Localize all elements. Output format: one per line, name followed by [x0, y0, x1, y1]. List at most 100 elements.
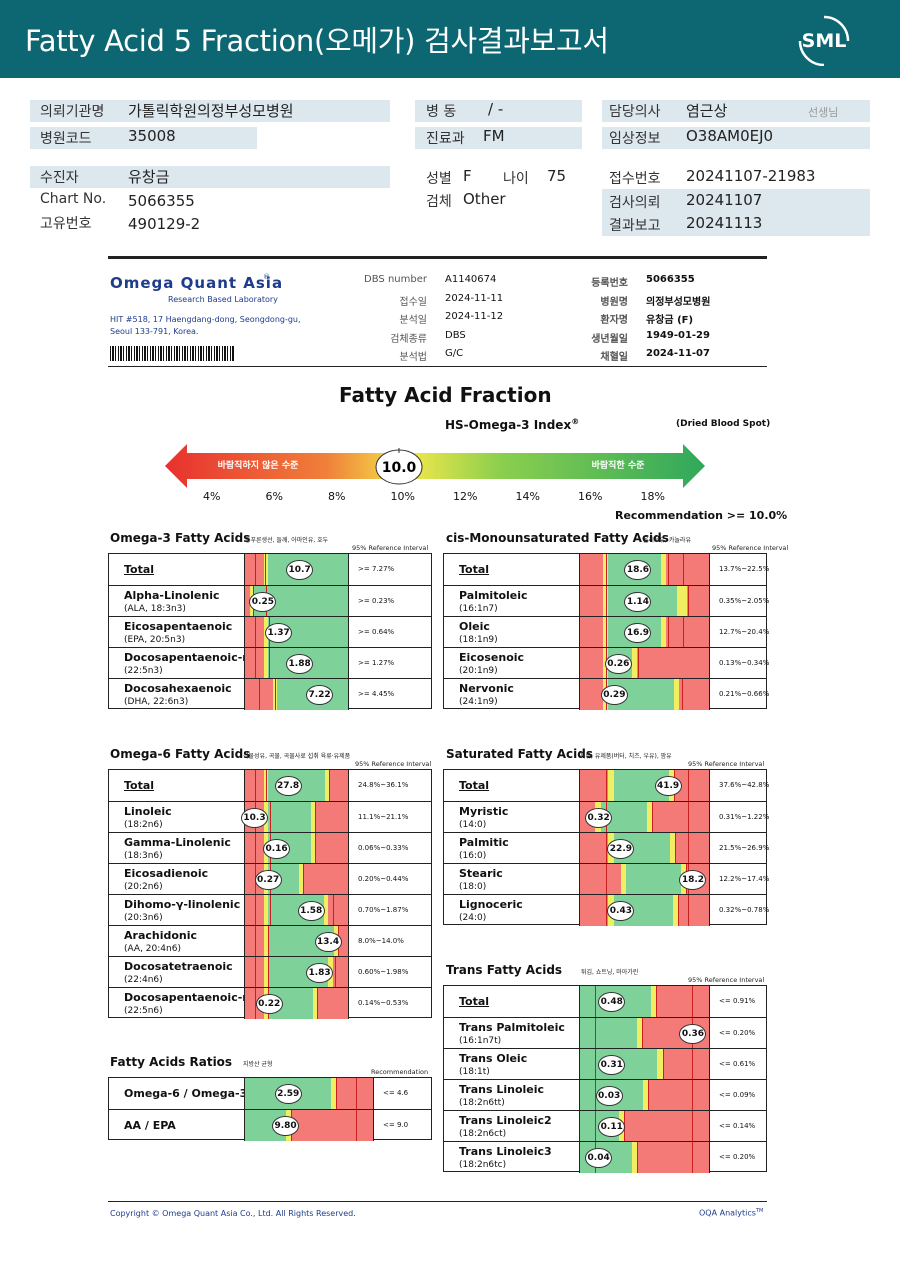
range-segment	[317, 988, 348, 1019]
value-marker: 0.25	[249, 592, 277, 612]
acid-name: Trans Linoleic	[459, 1083, 545, 1096]
omega6-table: Total 27.8 24.8%~36.1% Linoleic (18:2n6) 10.3…	[108, 769, 432, 1019]
range-segment	[623, 1111, 709, 1142]
lab-field-label: 생년월일	[591, 333, 628, 345]
reference-range: 12.7%~20.4%	[719, 628, 770, 636]
acid-name: Docosapentaenoic-n3	[124, 651, 258, 664]
reference-range: 0.20%~0.44%	[358, 875, 409, 883]
acid-name: Palmitoleic	[459, 589, 528, 602]
reference-range: 0.35%~2.05%	[719, 597, 770, 605]
acid-name: Docosapentaenoic-n6	[124, 991, 258, 1004]
omega6-section-subtitle: 식물성유, 곡물, 곡물사료 섭취 육류·유제품	[243, 753, 351, 760]
range-line	[683, 617, 685, 648]
acid-name: Nervonic	[459, 682, 514, 695]
range-line	[688, 802, 690, 833]
good-level-label: 바람직한 수준	[592, 459, 645, 471]
lab-field-value: 1949-01-29	[646, 329, 710, 341]
doctor-label: 담당의사	[609, 104, 661, 120]
lab-field-value: 5066355	[646, 274, 695, 285]
acid-subname: (18:2n6tt)	[459, 1098, 505, 1108]
range-line	[605, 833, 607, 864]
recv-label: 접수번호	[609, 171, 661, 187]
acid-name: Trans Linoleic2	[459, 1114, 552, 1127]
range-line	[605, 770, 607, 801]
value-marker: 0.26	[604, 654, 632, 674]
range-bar	[244, 833, 349, 864]
acid-name: Total	[459, 563, 490, 576]
range-segment	[636, 1018, 642, 1049]
range-segment	[675, 833, 709, 864]
range-line	[268, 648, 270, 679]
omega6-row: Gamma-Linolenic (18:3n6) 0.16 0.06%~0.33%	[109, 832, 431, 864]
range-bar	[244, 895, 349, 926]
sat-section-subtitle: 육류, 유제품(버터, 치즈, 우유), 팜유	[580, 753, 672, 760]
range-line	[269, 802, 271, 833]
range-segment	[580, 648, 604, 679]
sat-section-title: Saturated Fatty Acids	[446, 747, 593, 761]
range-segment	[676, 586, 688, 617]
lab-field-value: DBS	[445, 329, 466, 341]
range-bar	[579, 648, 710, 679]
age-label: 나이	[503, 171, 529, 187]
range-bar	[244, 679, 349, 710]
range-segment	[647, 802, 653, 833]
range-line	[675, 833, 677, 864]
trans-row: Trans Palmitoleic (16:1n7t) 0.36 <= 0.20%	[444, 1017, 766, 1049]
range-line	[255, 554, 257, 585]
reference-range: <= 0.91%	[719, 997, 756, 1005]
omega3-row: Total 10.7 >= 7.27%	[109, 554, 431, 585]
sat-row: Myristic (14:0) 0.32 0.31%~1.22%	[444, 801, 770, 833]
ratios-row: Omega-6 / Omega-3 2.59 <= 4.6	[109, 1078, 431, 1109]
sml-logo: SML	[798, 15, 850, 66]
reference-range: <= 4.6	[383, 1089, 409, 1097]
range-segment	[245, 554, 264, 585]
omega3-row: Eicosapentaenoic (EPA, 20:5n3) 1.37 >= 0.64…	[109, 616, 431, 648]
omega6-row: Total 27.8 24.8%~36.1%	[109, 770, 431, 801]
reference-range: 0.31%~1.22%	[719, 813, 770, 821]
range-segment	[652, 802, 709, 833]
range-line	[335, 1078, 337, 1109]
value-marker: 0.32	[585, 808, 613, 828]
ratios-section-subtitle: 지방산 균형	[243, 1061, 273, 1068]
value-marker: 22.9	[607, 839, 635, 859]
range-segment	[580, 895, 609, 926]
lab-field-value: 2024-11-07	[646, 348, 710, 359]
range-segment	[310, 833, 316, 864]
logo-text: SML	[802, 30, 847, 52]
range-line	[692, 1142, 694, 1173]
acid-subname: (16:1n7)	[459, 604, 498, 614]
acid-name: Trans Oleic	[459, 1052, 528, 1065]
reference-range: 37.6%~42.8%	[719, 781, 770, 789]
doctor-value: 염근상	[686, 102, 728, 120]
omega3-row: Docosapentaenoic-n3 (22:5n3) 1.88 >= 1.27%	[109, 647, 431, 679]
range-line	[259, 679, 261, 710]
range-line	[356, 1110, 358, 1141]
report-header: Fatty Acid 5 Fraction(오메가) 검사결과보고서 SML	[0, 0, 900, 78]
omega3-table: Total 10.7 >= 7.27% Alpha-Linolenic (ALA, 18…	[108, 553, 432, 710]
acid-subname: (ALA, 18:3n3)	[124, 604, 186, 614]
barcode	[110, 346, 234, 361]
value-marker: 0.31	[598, 1055, 626, 1075]
value-marker: 1.88	[286, 654, 314, 674]
dept-row-bg	[415, 127, 582, 149]
lab-field-label: 병원명	[600, 296, 628, 308]
footer-rule	[108, 1201, 767, 1202]
value-marker: 0.36	[679, 1024, 707, 1044]
index-marker: 10.0	[375, 448, 423, 485]
acid-name: Oleic	[459, 620, 490, 633]
lab-top-rule	[108, 256, 767, 259]
reference-range: >= 0.23%	[358, 597, 395, 605]
range-segment	[580, 864, 622, 895]
omega6-section-title: Omega-6 Fatty Acids	[110, 747, 251, 761]
acid-subname: (24:1n9)	[459, 697, 498, 707]
range-segment	[580, 770, 609, 801]
range-line	[274, 679, 276, 710]
omega6-row: Linoleic (18:2n6) 10.3 11.1%~21.1%	[109, 801, 431, 833]
range-segment	[245, 957, 264, 988]
range-segment	[661, 554, 667, 585]
range-bar	[579, 986, 710, 1017]
range-segment	[291, 1110, 373, 1141]
value-marker: 1.14	[624, 592, 652, 612]
doctor-suffix: 선생님	[808, 106, 839, 119]
value-marker: 0.11	[598, 1117, 626, 1137]
